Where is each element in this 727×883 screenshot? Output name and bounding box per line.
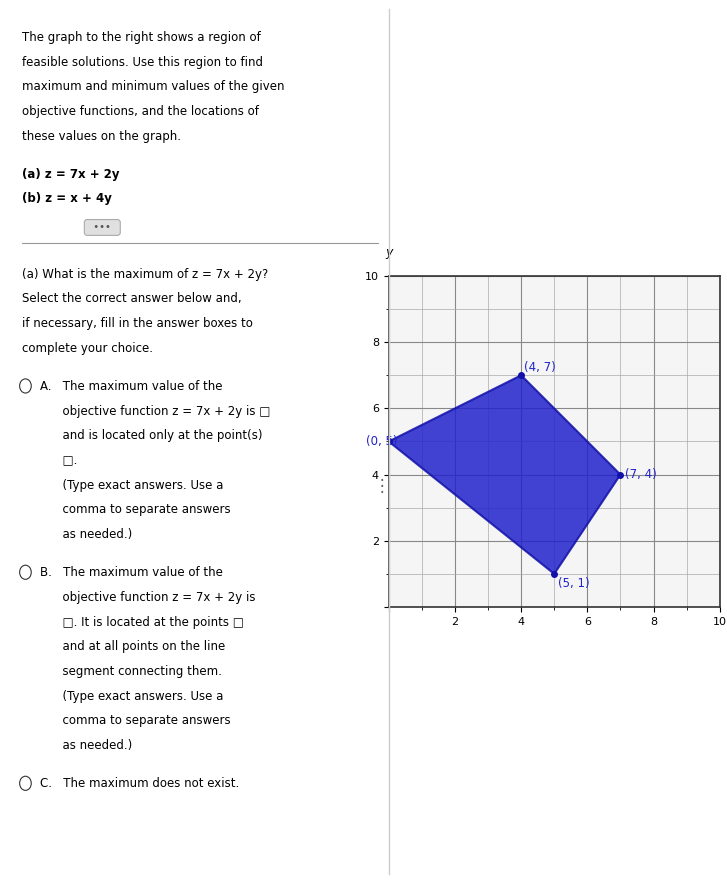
Text: A.   The maximum value of the: A. The maximum value of the	[40, 380, 222, 393]
Text: objective function z = 7x + 2y is: objective function z = 7x + 2y is	[40, 591, 255, 604]
Text: y: y	[385, 246, 393, 260]
Text: objective functions, and the locations of: objective functions, and the locations o…	[22, 105, 259, 118]
Text: (0, 5): (0, 5)	[366, 435, 397, 448]
Text: (a) What is the maximum of z = 7x + 2y?: (a) What is the maximum of z = 7x + 2y?	[22, 268, 268, 281]
Text: as needed.): as needed.)	[40, 739, 132, 752]
Text: (b) z = x + 4y: (b) z = x + 4y	[22, 192, 112, 206]
Text: objective function z = 7x + 2y is □: objective function z = 7x + 2y is □	[40, 404, 270, 418]
Text: complete your choice.: complete your choice.	[22, 342, 153, 355]
Text: maximum and minimum values of the given: maximum and minimum values of the given	[22, 80, 284, 94]
Text: (Type exact answers. Use a: (Type exact answers. Use a	[40, 690, 223, 703]
Text: comma to separate answers: comma to separate answers	[40, 714, 230, 728]
Text: □.: □.	[40, 454, 77, 467]
Text: comma to separate answers: comma to separate answers	[40, 503, 230, 517]
Text: (4, 7): (4, 7)	[524, 360, 556, 374]
Text: •••: •••	[87, 223, 117, 232]
Text: (7, 4): (7, 4)	[625, 468, 657, 481]
Text: The graph to the right shows a region of: The graph to the right shows a region of	[22, 31, 260, 44]
Text: C.   The maximum does not exist.: C. The maximum does not exist.	[40, 777, 239, 790]
Text: (a) z = 7x + 2y: (a) z = 7x + 2y	[22, 168, 119, 181]
Text: and is located only at the point(s): and is located only at the point(s)	[40, 429, 262, 442]
Text: segment connecting them.: segment connecting them.	[40, 665, 222, 678]
Text: these values on the graph.: these values on the graph.	[22, 130, 181, 143]
Polygon shape	[389, 375, 620, 574]
Text: B.   The maximum value of the: B. The maximum value of the	[40, 566, 223, 579]
Text: and at all points on the line: and at all points on the line	[40, 640, 225, 653]
Text: Select the correct answer below and,: Select the correct answer below and,	[22, 292, 241, 306]
Text: if necessary, fill in the answer boxes to: if necessary, fill in the answer boxes t…	[22, 317, 253, 330]
Text: as needed.): as needed.)	[40, 528, 132, 541]
Text: □. It is located at the points □: □. It is located at the points □	[40, 615, 244, 629]
Text: ⋮: ⋮	[374, 477, 390, 494]
Text: (Type exact answers. Use a: (Type exact answers. Use a	[40, 479, 223, 492]
Text: (5, 1): (5, 1)	[558, 577, 589, 591]
Text: feasible solutions. Use this region to find: feasible solutions. Use this region to f…	[22, 56, 262, 69]
